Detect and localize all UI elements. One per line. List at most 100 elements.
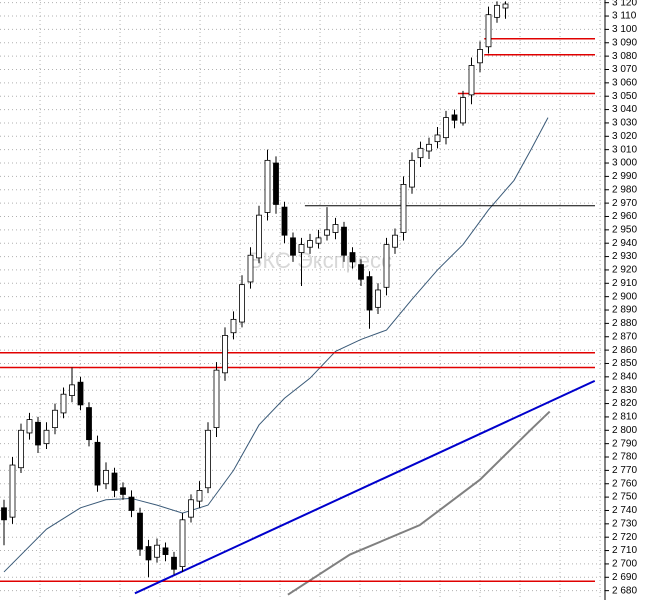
candle-body xyxy=(349,252,356,263)
candle-body xyxy=(332,224,339,233)
y-tick-label: 2 800 xyxy=(612,425,637,436)
candle-body xyxy=(273,162,279,205)
candle-body xyxy=(256,214,262,259)
y-tick-label: 3 030 xyxy=(612,118,637,129)
y-tick-label: 2 820 xyxy=(612,398,637,409)
candle-body xyxy=(128,496,135,511)
y-tick-label: 2 680 xyxy=(612,585,637,596)
trend-line xyxy=(134,379,596,595)
y-tick-label: 2 700 xyxy=(612,559,637,570)
y-tick-label: 2 970 xyxy=(612,198,637,209)
candle-body xyxy=(162,547,169,555)
candle-body xyxy=(264,159,271,213)
candle-body xyxy=(18,429,24,469)
y-tick-label: 2 910 xyxy=(612,278,637,289)
candle-body xyxy=(179,519,186,567)
candle-body xyxy=(366,276,373,311)
candle-body xyxy=(494,4,500,18)
candle-body xyxy=(60,393,67,414)
y-tick-label: 2 770 xyxy=(612,465,637,476)
candle-body xyxy=(230,318,237,334)
candle-body xyxy=(307,240,313,248)
candle-body xyxy=(290,237,296,256)
candle-body xyxy=(281,206,288,236)
y-tick-label: 2 950 xyxy=(612,224,637,235)
candle-body xyxy=(9,464,16,518)
y-tick-label: 2 710 xyxy=(612,545,637,556)
candle-body xyxy=(443,117,449,139)
candle-body xyxy=(400,184,407,233)
candle-body xyxy=(52,409,58,429)
y-tick-label: 2 920 xyxy=(612,265,637,276)
moving-average xyxy=(287,410,551,596)
candle-body xyxy=(171,556,177,570)
y-tick-label: 3 000 xyxy=(612,158,637,169)
y-tick-label: 2 840 xyxy=(612,371,637,382)
y-tick-label: 2 880 xyxy=(612,318,637,329)
candle-body xyxy=(485,14,492,48)
candle-body xyxy=(324,229,330,236)
candle-body xyxy=(145,546,152,561)
y-tick-label: 2 930 xyxy=(612,251,637,262)
y-tick-label: 3 070 xyxy=(612,64,637,75)
y-tick-label: 3 110 xyxy=(612,11,637,22)
candle-body xyxy=(77,381,84,406)
candle-body xyxy=(298,244,305,253)
candle-body xyxy=(94,441,101,486)
moving-average xyxy=(3,117,549,573)
candle-body xyxy=(341,226,347,256)
candle-body xyxy=(460,97,466,124)
y-tick-label: 2 990 xyxy=(612,171,637,182)
candle-body xyxy=(26,419,33,434)
candle-body xyxy=(358,264,364,280)
y-tick-label: 2 940 xyxy=(612,238,637,249)
y-tick-label: 2 810 xyxy=(612,412,637,423)
y-tick-label: 2 750 xyxy=(612,492,637,503)
y-tick-label: 3 040 xyxy=(612,104,637,115)
candle-body xyxy=(154,544,160,558)
y-tick-label: 3 120 xyxy=(612,0,637,8)
y-tick-label: 3 060 xyxy=(612,77,637,88)
candle-body xyxy=(120,487,126,495)
candle-body xyxy=(213,369,220,429)
y-tick-label: 3 020 xyxy=(612,131,637,142)
candle-body xyxy=(111,472,118,491)
candle-body xyxy=(383,244,390,288)
candle-body xyxy=(409,159,415,188)
y-tick-label: 3 050 xyxy=(612,91,637,102)
y-tick-label: 2 790 xyxy=(612,438,637,449)
y-tick-label: 3 100 xyxy=(612,24,637,35)
candle-body xyxy=(477,49,483,64)
candle-body xyxy=(35,421,41,446)
candle-body xyxy=(205,429,211,489)
candle-body xyxy=(196,490,203,502)
candle-body xyxy=(188,499,194,518)
y-tick-label: 2 740 xyxy=(612,505,637,516)
candle-body xyxy=(468,65,475,96)
candle-body xyxy=(247,254,254,283)
candle-body xyxy=(137,512,143,550)
candle-body xyxy=(239,284,245,323)
y-tick-label: 2 860 xyxy=(612,345,637,356)
candle-body xyxy=(1,507,7,521)
y-tick-label: 3 080 xyxy=(612,51,637,62)
candle-body xyxy=(434,134,441,143)
candle-body xyxy=(103,469,109,485)
candle-body xyxy=(375,289,381,308)
y-tick-label: 2 720 xyxy=(612,532,637,543)
y-tick-label: 2 870 xyxy=(612,331,637,342)
candle-body xyxy=(69,384,75,396)
y-tick-label: 2 890 xyxy=(612,305,637,316)
y-tick-label: 2 850 xyxy=(612,358,637,369)
y-tick-label: 2 730 xyxy=(612,518,637,529)
y-tick-label: 3 090 xyxy=(612,37,637,48)
candle-body xyxy=(417,147,424,159)
y-tick-label: 2 900 xyxy=(612,291,637,302)
y-tick-label: 2 980 xyxy=(612,184,637,195)
candle-body xyxy=(451,114,458,121)
candle-body xyxy=(86,407,92,441)
y-tick-label: 2 760 xyxy=(612,478,637,489)
candle-body xyxy=(502,3,509,9)
candle-body xyxy=(392,234,398,248)
